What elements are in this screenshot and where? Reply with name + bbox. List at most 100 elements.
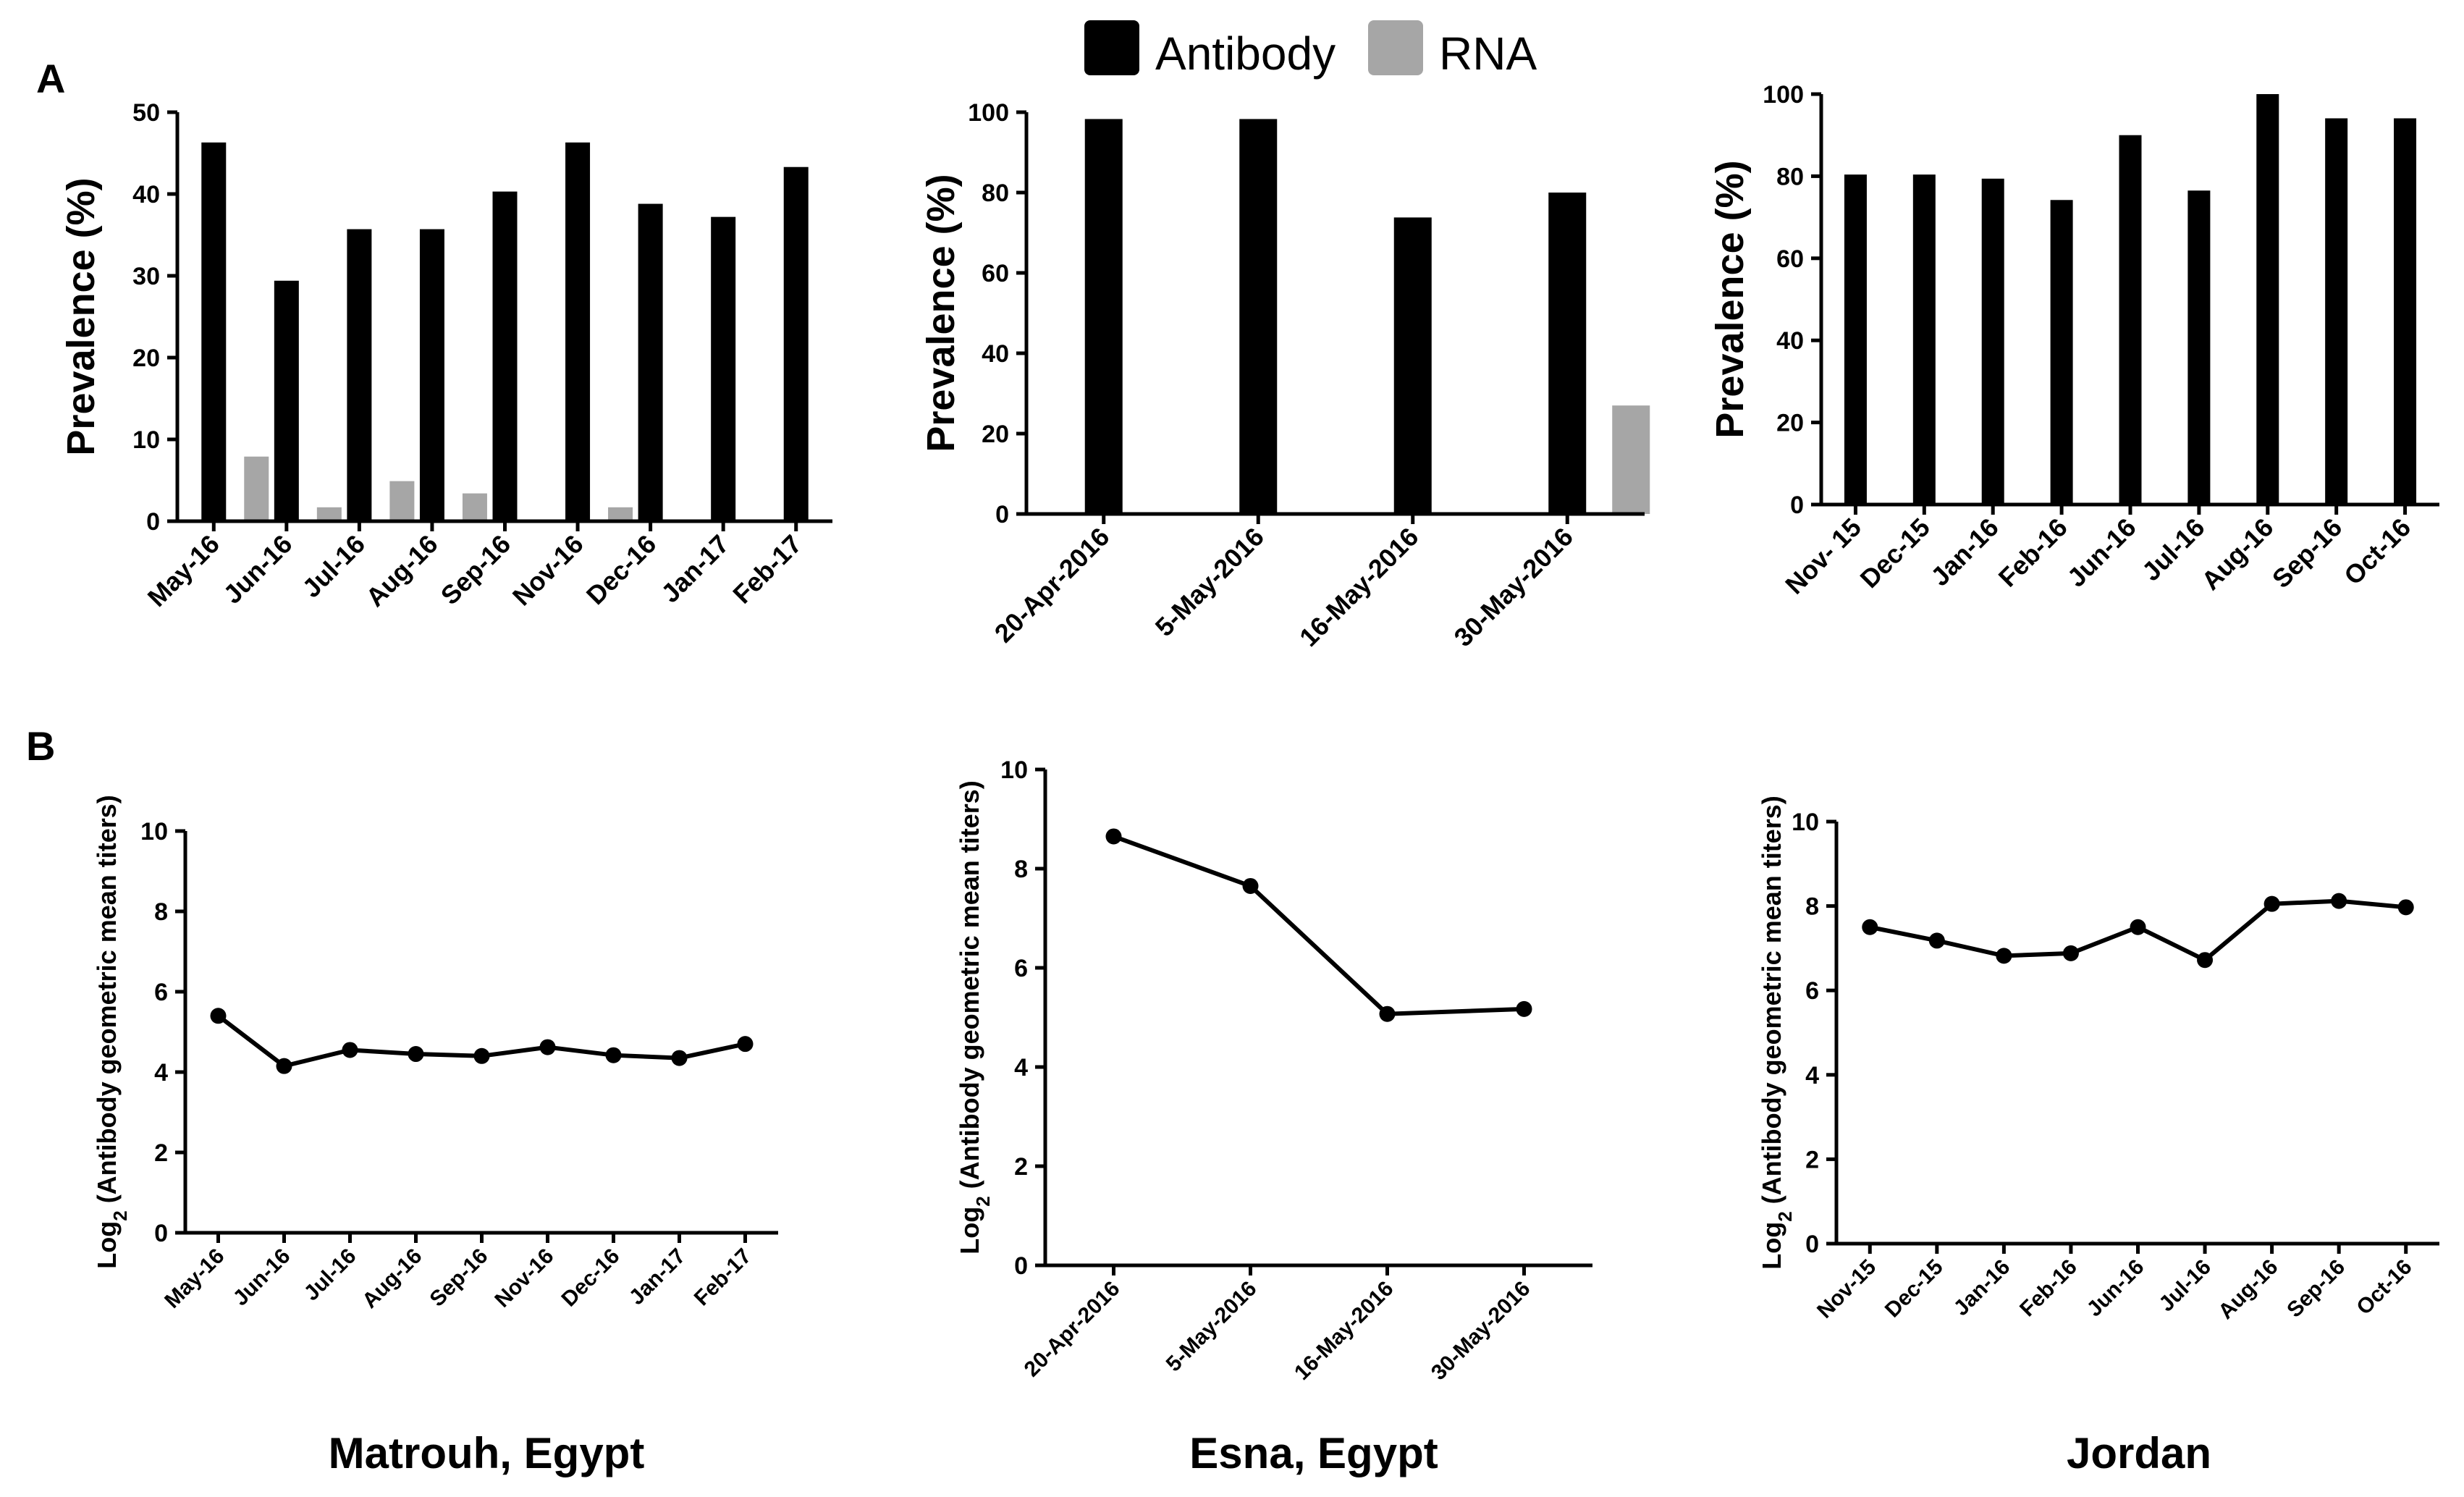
data-point-jan-16 <box>1996 948 2012 964</box>
x-tick-label: Sep-16 <box>2282 1255 2350 1323</box>
bar-rna-jul-16 <box>389 481 415 521</box>
y-tick-label: 0 <box>1790 492 1804 519</box>
y-axis-label: Prevalence (%) <box>919 174 963 452</box>
bar-antibody-feb-17 <box>783 166 809 521</box>
data-point-aug-16 <box>2263 895 2280 912</box>
y-tick-label: 80 <box>982 180 1009 207</box>
data-point-oct-16 <box>2397 899 2414 916</box>
bar-antibody-30-may-2016 <box>1548 193 1587 514</box>
y-tick-label: 2 <box>154 1139 168 1167</box>
data-point-aug-16 <box>408 1046 424 1063</box>
bar-antibody-sep-16 <box>492 191 518 521</box>
x-tick-label: Nov-16 <box>490 1244 558 1312</box>
data-point-nov-15 <box>1862 919 1878 935</box>
bar-antibody-oct-16 <box>2394 118 2417 505</box>
x-tick-label: May-16 <box>142 529 225 612</box>
y-tick-label: 4 <box>1805 1062 1819 1089</box>
y-tick-label: 50 <box>132 99 160 127</box>
x-tick-label: Sep-16 <box>2266 513 2347 594</box>
x-tick-label: Jan-16 <box>1949 1255 2015 1321</box>
chart-matrouh-prevalence: 0 10 20 30 40 50 Prevalence (%) May-16Jun-16Jul… <box>59 99 832 612</box>
bar-antibody-nov-16 <box>565 142 591 521</box>
y-axis-label: Log2 (Antibody geometric mean titers) <box>1757 796 1796 1270</box>
legend-label-antibody: Antibody <box>1155 28 1336 80</box>
bar-antibody-jul-16 <box>347 229 372 521</box>
x-tick-label: Oct-16 <box>2352 1255 2416 1320</box>
bar-rna-jun-16 <box>316 507 342 521</box>
y-tick-label: 80 <box>1776 163 1804 190</box>
y-tick-label: 6 <box>154 979 168 1006</box>
bar-antibody-dec-16 <box>638 203 663 521</box>
bar-antibody-aug-16 <box>419 229 444 521</box>
bar-rna-30-may-2016 <box>1612 405 1650 514</box>
data-point-5-may-2016 <box>1242 877 1259 894</box>
legend: Antibody RNA <box>1084 20 1537 80</box>
x-tick-label: Nov-15 <box>1813 1255 1881 1323</box>
data-point-30-may-2016 <box>1516 1000 1532 1017</box>
x-tick-label: Nov- 15 <box>1779 513 1867 600</box>
x-tick-label: Jun-16 <box>2062 513 2142 593</box>
bar-antibody-nov-15 <box>1844 174 1867 505</box>
x-tick-label: Jun-16 <box>2083 1255 2149 1322</box>
chart-esna-prevalence: 0 20 40 60 80 100 Prevalence (%) 20-Apr-2016 5-M… <box>919 99 1650 652</box>
y-axis-label: Log2 (Antibody geometric mean titers) <box>92 795 131 1269</box>
y-tick-label: 100 <box>1763 81 1804 109</box>
legend-swatch-antibody <box>1084 20 1139 75</box>
bar-antibody-jun-16 <box>2119 135 2142 505</box>
y-tick-label: 4 <box>154 1059 168 1087</box>
y-tick-label: 100 <box>968 99 1009 127</box>
bar-antibody-dec-15 <box>1912 174 1936 505</box>
bar-antibody-sep-16 <box>2325 118 2348 505</box>
y-tick-label: 0 <box>146 508 160 536</box>
data-point-jul-16 <box>342 1042 358 1058</box>
data-point-jun-16 <box>2130 919 2146 935</box>
y-tick-label: 6 <box>1014 955 1028 982</box>
data-point-may-16 <box>210 1008 227 1024</box>
bar-antibody-aug-16 <box>2256 94 2279 505</box>
bar-antibody-jul-16 <box>2187 190 2211 505</box>
y-tick-label: 60 <box>982 260 1009 287</box>
y-tick-label: 10 <box>132 426 160 454</box>
y-tick-label: 20 <box>132 345 160 372</box>
data-point-20-apr-2016 <box>1105 828 1122 845</box>
y-tick-label: 6 <box>1805 977 1819 1005</box>
panel-label-a: A <box>36 56 65 101</box>
y-tick-label: 0 <box>995 501 1009 528</box>
y-tick-label: 20 <box>982 421 1009 448</box>
y-tick-label: 10 <box>1000 756 1028 784</box>
x-tick-label: Aug-16 <box>360 529 443 612</box>
x-tick-label: Feb-16 <box>1993 513 2073 593</box>
y-tick-label: 60 <box>1776 245 1804 273</box>
y-tick-label: 2 <box>1805 1146 1819 1173</box>
data-point-sep-16 <box>2331 893 2347 909</box>
data-point-16-may-2016 <box>1379 1005 1396 1022</box>
x-tick-label: Jan-17 <box>625 1244 691 1310</box>
y-tick-label: 10 <box>1792 809 1819 836</box>
data-point-jan-17 <box>671 1050 688 1066</box>
x-tick-label: 16-May-2016 <box>1294 522 1424 652</box>
legend-label-rna: RNA <box>1439 28 1537 80</box>
y-tick-label: 2 <box>1014 1153 1028 1181</box>
bar-antibody-jan-17 <box>711 216 736 521</box>
x-tick-label: Jul-16 <box>296 529 371 604</box>
x-tick-label: 20-Apr-2016 <box>1020 1277 1125 1382</box>
x-tick-label: Dec-15 <box>1855 513 1936 594</box>
x-tick-label: Jan-17 <box>655 529 735 609</box>
chart-matrouh-titers: 0 2 4 6 8 10 Log2 (Antibody geometric mean tit… <box>92 795 778 1313</box>
data-point-feb-17 <box>737 1036 754 1053</box>
data-point-feb-16 <box>2062 945 2079 961</box>
bar-rna-may-16 <box>244 456 269 521</box>
bar-antibody-5-may-2016 <box>1239 119 1278 514</box>
y-tick-label: 10 <box>140 818 168 846</box>
bar-antibody-jun-16 <box>274 280 299 521</box>
panel-label-b: B <box>26 723 55 769</box>
y-axis-label: Log2 (Antibody geometric mean titers) <box>955 780 994 1254</box>
x-tick-label: Dec-15 <box>1881 1255 1948 1323</box>
data-point-sep-16 <box>473 1047 490 1064</box>
x-tick-label: Jul-16 <box>300 1244 361 1306</box>
x-tick-label: 30-May-2016 <box>1427 1277 1535 1386</box>
